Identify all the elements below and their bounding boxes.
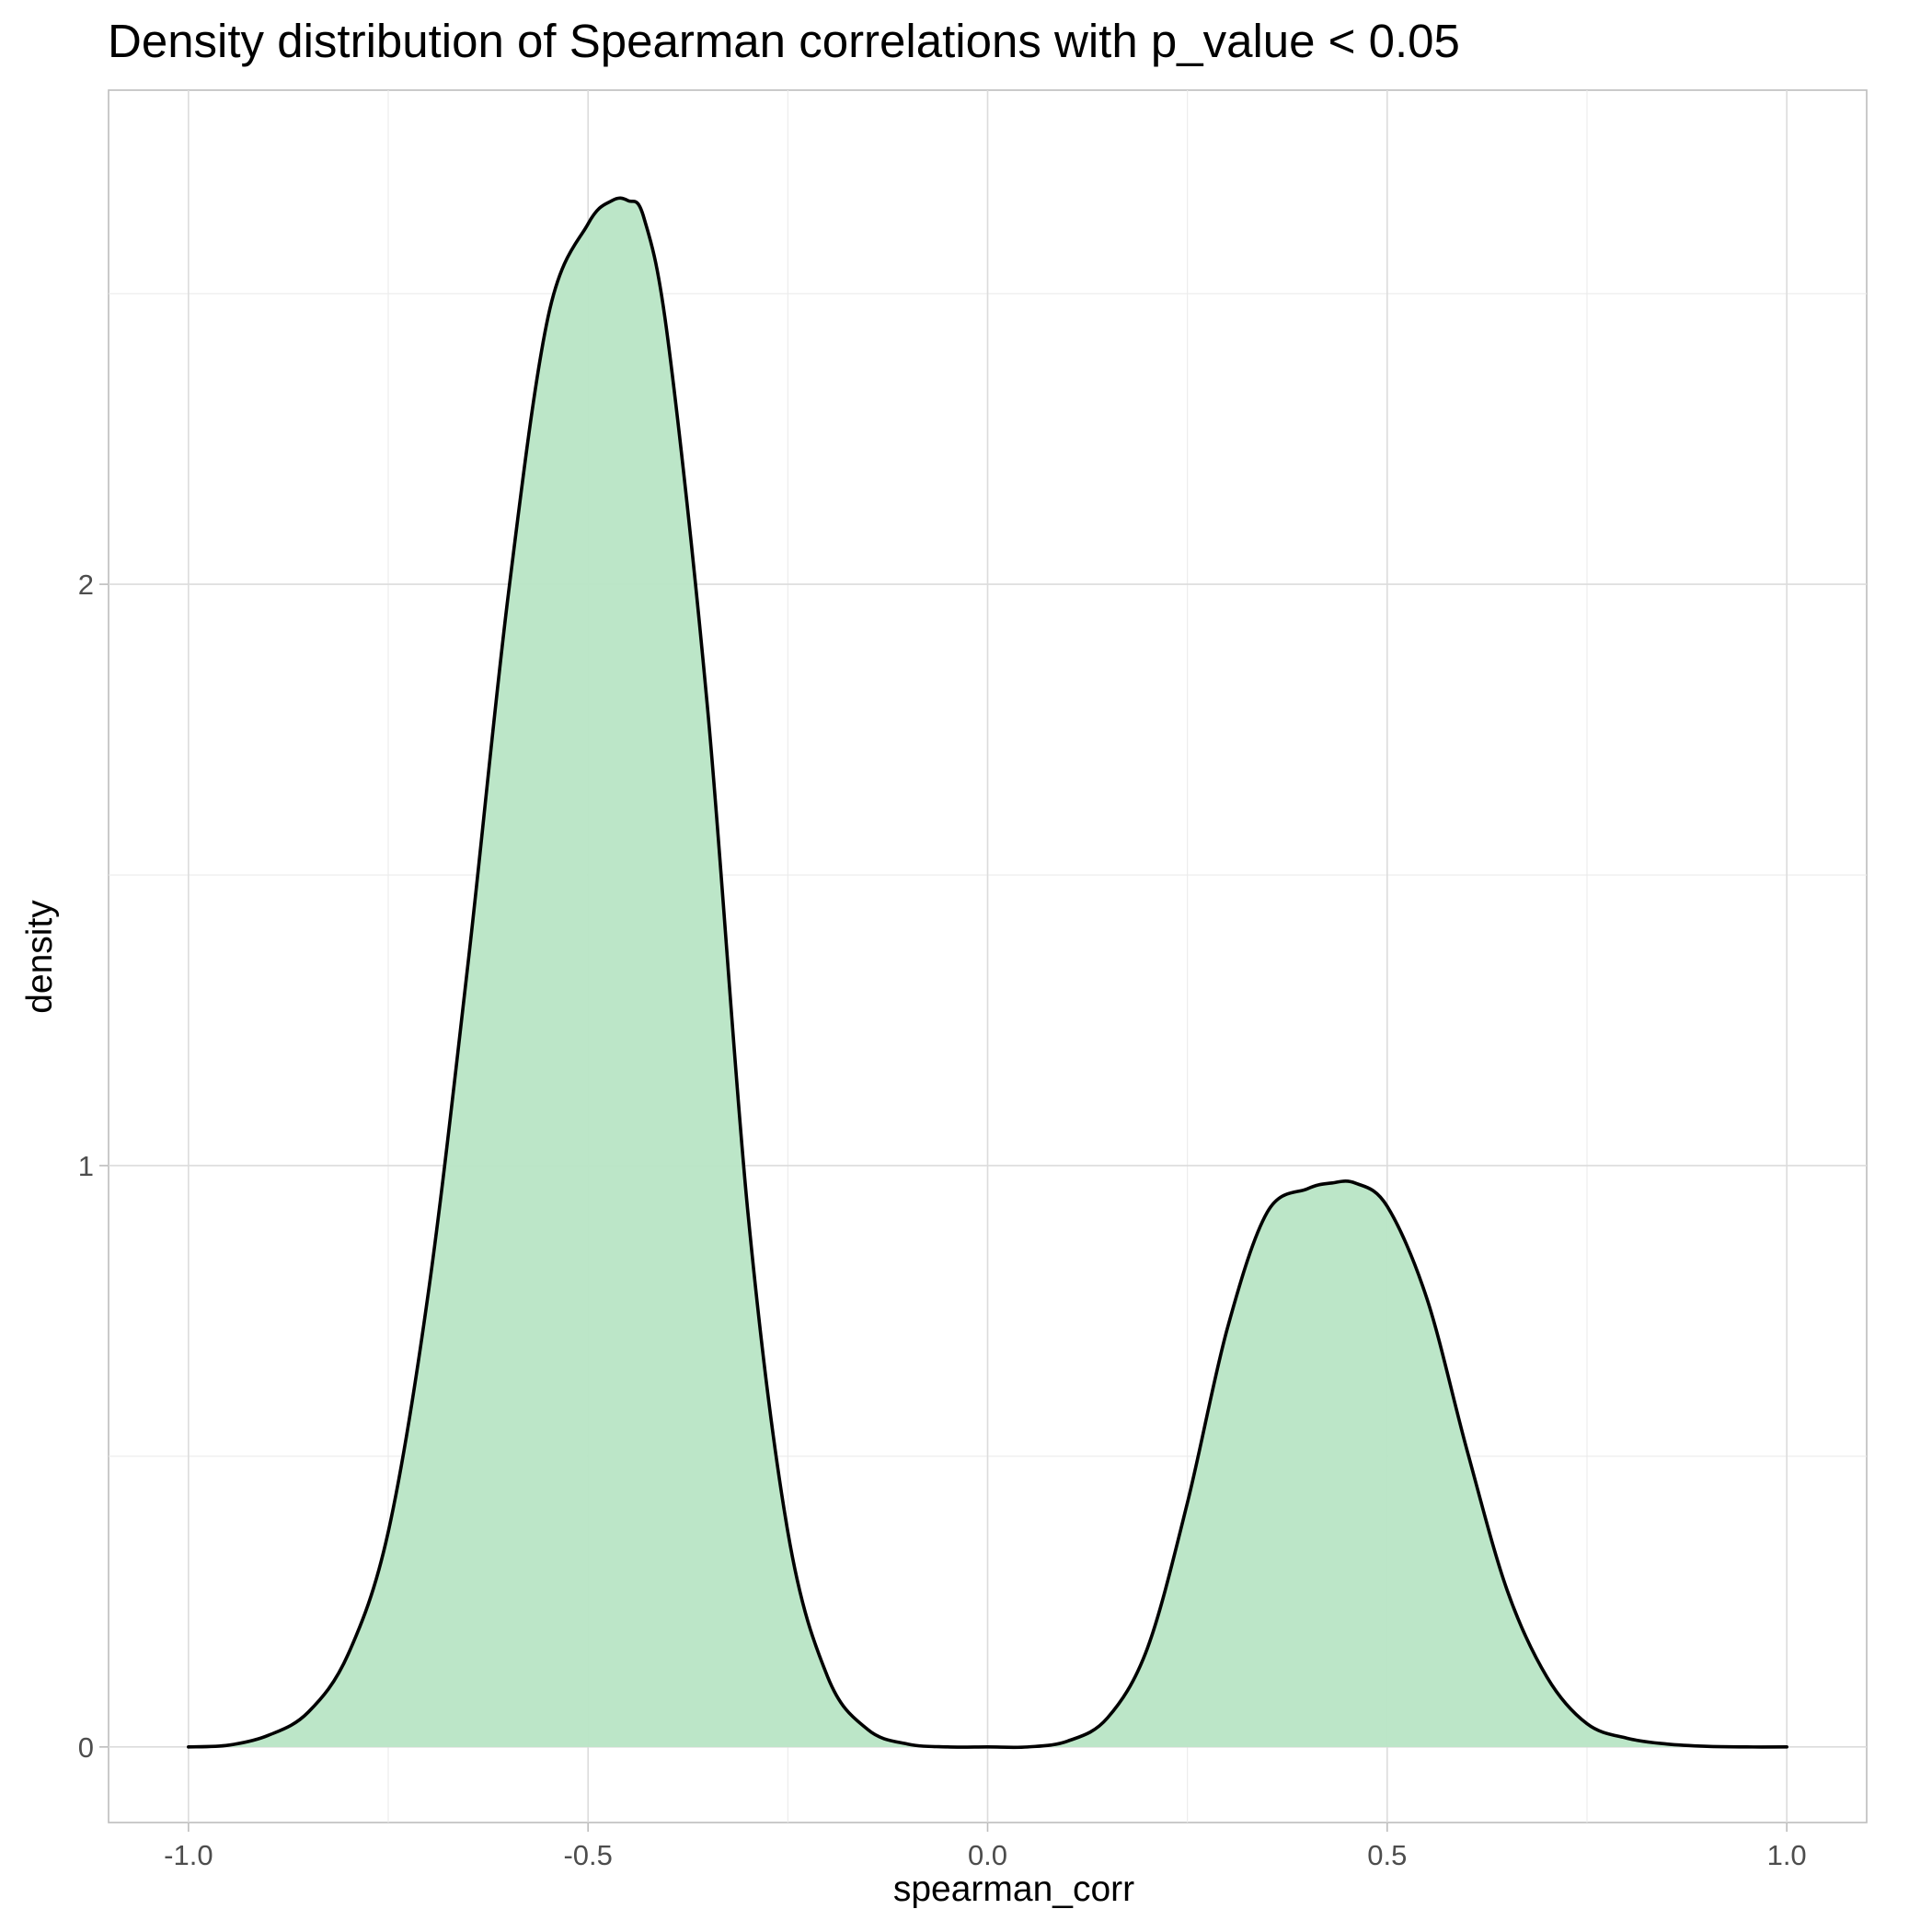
y-tick-label: 1 [78, 1150, 94, 1182]
x-tick-label: -1.0 [164, 1839, 213, 1871]
y-tick-label: 0 [78, 1731, 94, 1764]
density-curve-line [187, 196, 1788, 1750]
chart-title: Density distribution of Spearman correla… [108, 15, 1460, 67]
x-tick-label: 0.0 [968, 1839, 1007, 1871]
plot-panel [108, 89, 1868, 1823]
grid-lines [109, 90, 1867, 1823]
y-tick-label: 2 [78, 569, 94, 601]
x-axis-title: spearman_corr [893, 1869, 1134, 1909]
x-axis: -1.0 -0.5 0.0 0.5 1.0 [164, 1823, 1807, 1871]
x-tick-label: -0.5 [563, 1839, 612, 1871]
x-tick-label: 0.5 [1367, 1839, 1407, 1871]
density-series [187, 196, 1788, 1750]
density-area-fill [188, 198, 1788, 1748]
y-axis-title: density [20, 900, 60, 1014]
x-tick-label: 1.0 [1767, 1839, 1807, 1871]
y-axis: 0 1 2 [78, 569, 109, 1764]
